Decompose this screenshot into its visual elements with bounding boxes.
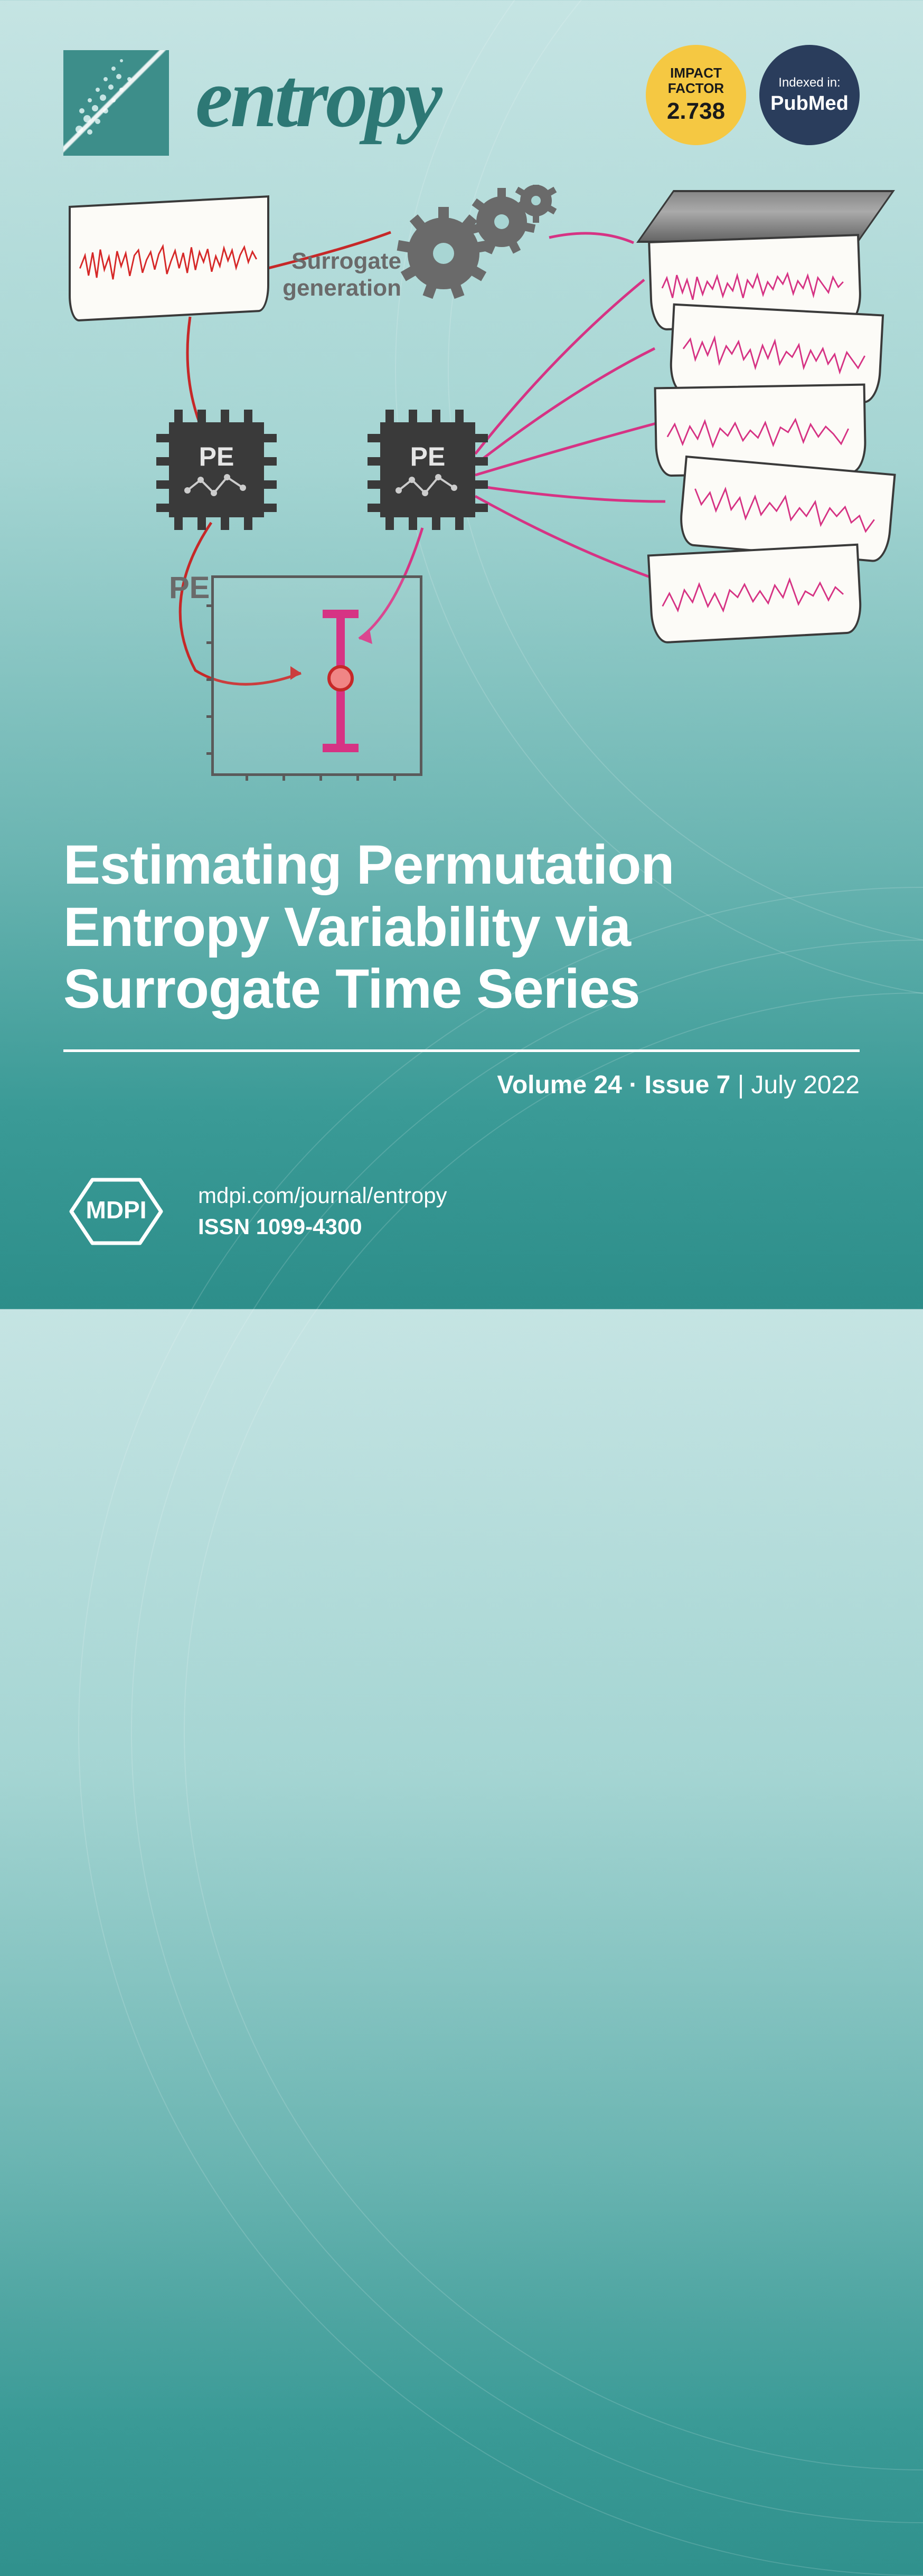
issue-date: July 2022: [751, 1071, 860, 1099]
volume: Volume 24: [497, 1071, 622, 1099]
journal-header: entropy IMPACTFACTOR 2.738 Indexed in: P…: [63, 50, 860, 156]
cover-diagram: Surrogate generation PE PE PE: [53, 179, 877, 760]
pe-marker: [327, 665, 354, 692]
footer-issn: ISSN 1099-4300: [198, 1211, 447, 1243]
surrogate-stack: [581, 190, 898, 612]
journal-logo: [63, 50, 169, 156]
pe-chip-input: PE: [169, 422, 264, 517]
impact-factor-badge: IMPACTFACTOR 2.738: [646, 45, 746, 145]
footer: MDPI mdpi.com/journal/entropy ISSN 1099-…: [63, 1172, 447, 1251]
pubmed-value: PubMed: [770, 92, 849, 115]
impact-label: IMPACTFACTOR: [668, 65, 724, 96]
pe-chip-label: PE: [410, 441, 446, 472]
title-section: Estimating Permutation Entropy Variabili…: [63, 834, 860, 1100]
surrogate-sheet-5: [647, 544, 863, 645]
pe-chip-surrogates: PE: [380, 422, 475, 517]
journal-title: entropy: [195, 55, 440, 140]
footer-url: mdpi.com/journal/entropy: [198, 1180, 447, 1211]
pe-plot-axis-label: PE: [169, 570, 210, 605]
pubmed-badge: Indexed in: PubMed: [759, 45, 860, 145]
pe-result-plot: PE: [174, 575, 428, 787]
article-title: Estimating Permutation Entropy Variabili…: [63, 834, 860, 1020]
pe-chip-label: PE: [199, 441, 234, 472]
input-waveform: [80, 241, 256, 281]
pubmed-label: Indexed in:: [778, 75, 840, 90]
svg-text:MDPI: MDPI: [86, 1196, 147, 1224]
title-rule: [63, 1049, 860, 1052]
issue-info: Volume 24 · Issue 7 | July 2022: [63, 1071, 860, 1100]
gears-icon: [391, 185, 560, 306]
impact-value: 2.738: [667, 98, 725, 125]
surrogate-generation-label: Surrogate generation: [280, 248, 401, 301]
issue: Issue 7: [645, 1071, 731, 1099]
mdpi-logo: MDPI: [63, 1172, 169, 1251]
input-signal-sheet: [69, 195, 269, 322]
